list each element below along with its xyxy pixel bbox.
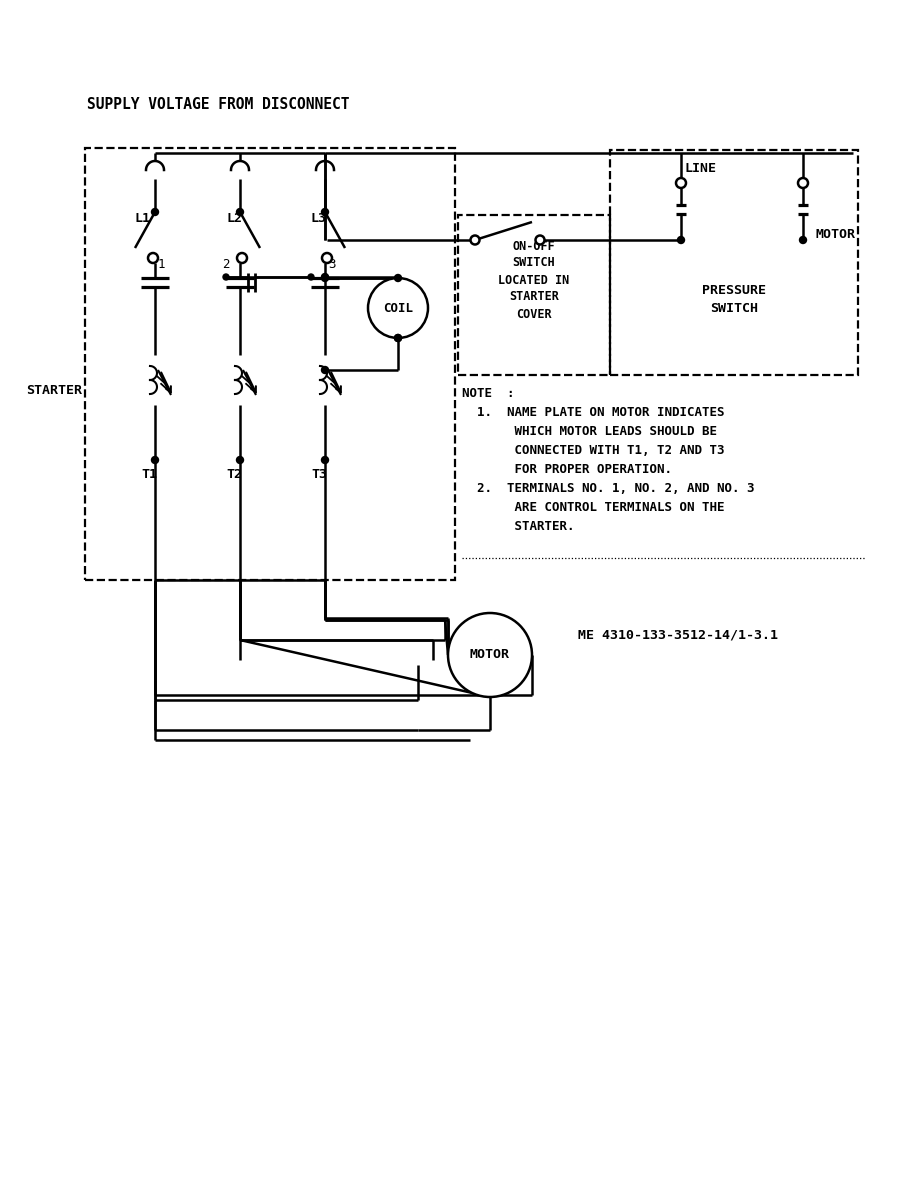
Text: STARTER.: STARTER. xyxy=(462,520,575,533)
Text: T2: T2 xyxy=(226,468,242,481)
Circle shape xyxy=(395,274,401,282)
Circle shape xyxy=(322,253,332,263)
Circle shape xyxy=(308,274,314,280)
Text: 2.  TERMINALS NO. 1, NO. 2, AND NO. 3: 2. TERMINALS NO. 1, NO. 2, AND NO. 3 xyxy=(462,482,755,495)
Circle shape xyxy=(800,236,807,244)
Text: LINE: LINE xyxy=(685,162,717,175)
Text: ON-OFF
SWITCH
LOCATED IN
STARTER
COVER: ON-OFF SWITCH LOCATED IN STARTER COVER xyxy=(498,240,570,321)
Text: 1.  NAME PLATE ON MOTOR INDICATES: 1. NAME PLATE ON MOTOR INDICATES xyxy=(462,406,724,419)
Text: NOTE  :: NOTE : xyxy=(462,387,514,400)
Text: STARTER: STARTER xyxy=(26,384,82,397)
Text: ARE CONTROL TERMINALS ON THE: ARE CONTROL TERMINALS ON THE xyxy=(462,501,724,514)
Text: ME 4310-133-3512-14/1-3.1: ME 4310-133-3512-14/1-3.1 xyxy=(578,628,778,642)
Circle shape xyxy=(448,613,532,697)
Text: MOTOR: MOTOR xyxy=(815,228,855,241)
Text: PRESSURE
SWITCH: PRESSURE SWITCH xyxy=(702,284,766,316)
Text: 3: 3 xyxy=(328,258,335,271)
Text: L3: L3 xyxy=(311,211,327,225)
Text: CONNECTED WITH T1, T2 AND T3: CONNECTED WITH T1, T2 AND T3 xyxy=(462,444,724,457)
Circle shape xyxy=(395,335,401,341)
Circle shape xyxy=(395,335,401,341)
Text: COIL: COIL xyxy=(383,302,413,315)
Text: L2: L2 xyxy=(226,211,242,225)
Circle shape xyxy=(237,209,243,215)
Text: MOTOR: MOTOR xyxy=(470,649,510,662)
Circle shape xyxy=(368,278,428,339)
Circle shape xyxy=(321,367,329,373)
Circle shape xyxy=(148,253,158,263)
Text: T3: T3 xyxy=(311,468,327,481)
Circle shape xyxy=(321,274,329,282)
Text: 1: 1 xyxy=(158,258,165,271)
Bar xyxy=(610,150,858,375)
Text: SUPPLY VOLTAGE FROM DISCONNECT: SUPPLY VOLTAGE FROM DISCONNECT xyxy=(87,97,350,112)
Bar xyxy=(85,148,455,580)
Circle shape xyxy=(676,178,686,188)
Circle shape xyxy=(237,456,243,463)
Circle shape xyxy=(237,253,247,263)
Circle shape xyxy=(798,178,808,188)
Circle shape xyxy=(223,274,229,280)
Circle shape xyxy=(321,456,329,463)
Circle shape xyxy=(471,235,479,245)
Circle shape xyxy=(677,236,685,244)
Circle shape xyxy=(151,209,159,215)
Text: FOR PROPER OPERATION.: FOR PROPER OPERATION. xyxy=(462,463,672,476)
Circle shape xyxy=(151,456,159,463)
Bar xyxy=(458,215,610,375)
Circle shape xyxy=(321,273,329,280)
Circle shape xyxy=(321,209,329,215)
Text: T1: T1 xyxy=(141,468,157,481)
Text: 2: 2 xyxy=(222,258,230,271)
Text: WHICH MOTOR LEADS SHOULD BE: WHICH MOTOR LEADS SHOULD BE xyxy=(462,425,717,438)
Text: L1: L1 xyxy=(135,211,151,225)
Circle shape xyxy=(535,235,544,245)
